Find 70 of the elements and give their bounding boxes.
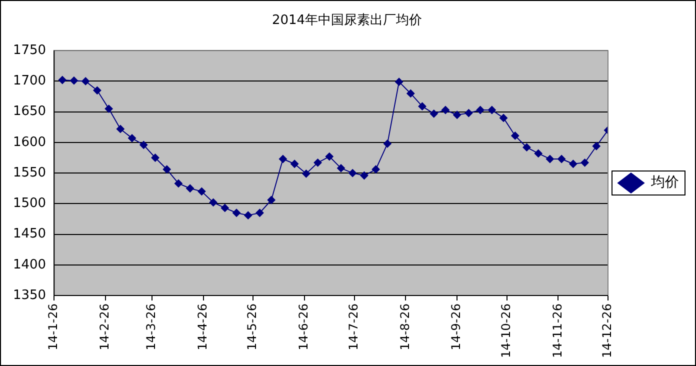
x-tick-label: 14-12-26: [600, 304, 614, 358]
point: [290, 160, 299, 168]
x-tick-label: 14-7-26: [346, 304, 360, 350]
x-tick-label: 14-4-26: [195, 304, 210, 350]
point: [151, 154, 160, 162]
x-tick-label: 14-2-26: [98, 304, 112, 350]
point: [116, 124, 124, 133]
point: [186, 184, 194, 192]
point: [464, 109, 473, 118]
y-tick-label: 1650: [12, 104, 46, 120]
point: [395, 78, 404, 86]
x-tick-label: 14-10-26: [498, 304, 513, 358]
point: [209, 198, 218, 206]
point: [348, 169, 357, 178]
point: [302, 170, 310, 178]
point: [314, 158, 322, 167]
point: [580, 158, 589, 167]
point: [256, 208, 264, 217]
y-tick-label: 1750: [12, 42, 46, 58]
point: [558, 154, 566, 163]
point: [476, 106, 484, 114]
point: [592, 142, 600, 150]
y-tick-label: 1600: [12, 134, 46, 150]
point: [174, 179, 182, 188]
point: [418, 102, 426, 110]
point: [383, 140, 392, 148]
point: [128, 134, 136, 142]
point: [488, 106, 496, 114]
x-tick-label: 14-1-26: [46, 304, 60, 350]
point: [534, 149, 542, 158]
point: [162, 165, 171, 174]
point: [70, 76, 78, 85]
point: [500, 114, 508, 122]
point: [220, 204, 229, 212]
y-tick-label: 1700: [12, 74, 46, 89]
y-tick-label: 1350: [12, 288, 46, 303]
y-tick-label: 1450: [12, 226, 46, 242]
x-tick-label: 14-3-26: [144, 304, 158, 350]
x-tick-label: 14-9-26: [449, 304, 464, 350]
point: [336, 164, 345, 172]
y-tick-label: 1400: [12, 257, 46, 272]
y-tick-label: 1550: [12, 165, 46, 180]
point: [325, 152, 334, 161]
point: [511, 132, 520, 140]
point: [267, 196, 276, 204]
point: [232, 208, 241, 217]
x-tick-label: 14-8-26: [398, 304, 412, 350]
point: [82, 77, 90, 86]
point: [372, 165, 380, 174]
point: [406, 89, 415, 98]
point: [360, 172, 368, 180]
chart-title: 2014年中国尿素出厂均价: [272, 13, 422, 28]
x-tick-label: 14-6-26: [296, 304, 311, 350]
point: [104, 104, 113, 113]
point: [244, 211, 252, 220]
point: [569, 160, 578, 168]
x-tick-label: 14-5-26: [245, 304, 260, 350]
point: [522, 143, 531, 152]
point: [140, 140, 148, 149]
point: [58, 76, 66, 84]
point: [278, 154, 287, 163]
point: [546, 154, 554, 163]
x-tick-label: 14-11-26: [550, 304, 564, 358]
point: [198, 187, 206, 196]
legend-label: 均价: [650, 174, 679, 191]
y-tick-label: 1500: [12, 196, 46, 212]
point: [441, 106, 450, 114]
point: [93, 86, 102, 94]
point: [430, 110, 438, 118]
point: [453, 110, 462, 119]
